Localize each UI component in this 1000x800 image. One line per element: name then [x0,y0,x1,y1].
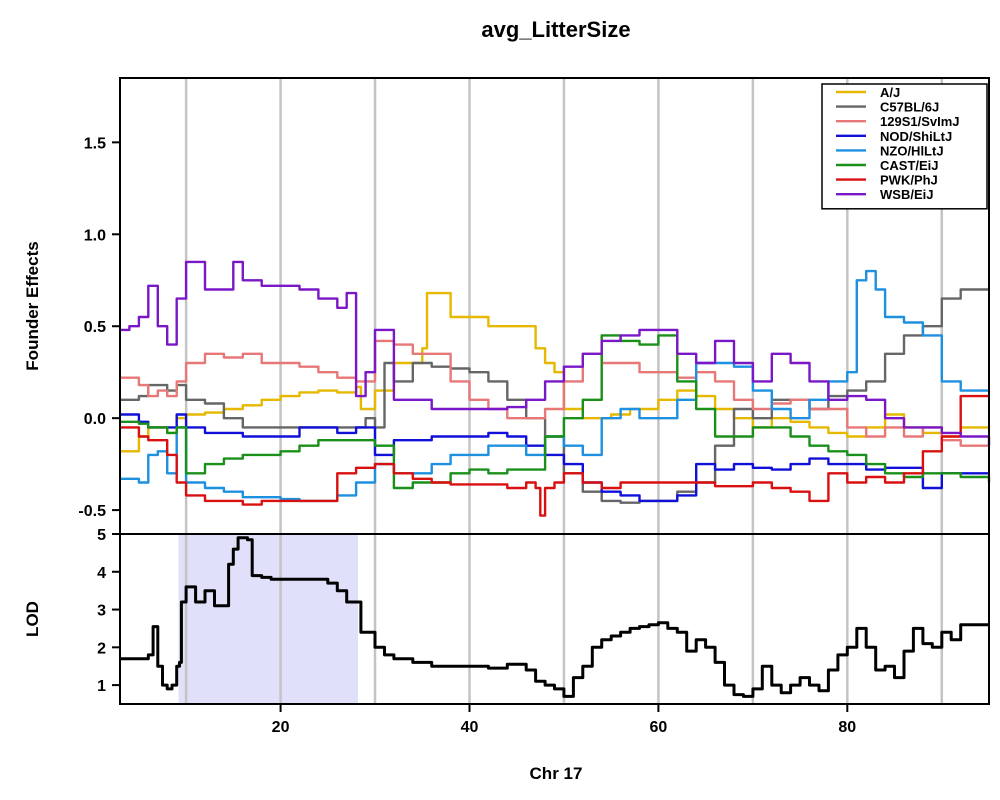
legend: A/JC57BL/6J129S1/SvImJNOD/ShiLtJNZO/HlLt… [821,83,988,210]
legend-label: NOD/ShiLtJ [880,129,952,144]
x-tick-label: 20 [272,719,290,736]
lod-y-tick-label: 4 [97,565,106,582]
lod-panel: 1 2 3 4 5 20 40 60 80 LOD Chr 17 [23,527,990,783]
y-tick-label: 1.0 [84,227,106,244]
series-line-pwk-phj [120,394,989,517]
series-line-cast-eij [120,334,991,490]
lod-series-line [120,536,989,698]
x-tick-label: 80 [838,719,856,736]
lod-y-tick-label: 5 [97,527,106,544]
legend-box [821,83,988,210]
series-line-a-j [120,291,991,453]
series-line-wsb-eij [120,260,991,446]
lod-x-axis: 20 40 60 80 [272,704,856,736]
legend-label: A/J [880,85,900,100]
lod-y-tick-label: 3 [97,603,106,620]
legend-label: PWK/PhJ [880,173,938,188]
lod-y-label: LOD [23,601,42,637]
lod-y-tick-label: 1 [97,678,106,695]
legend-label: WSB/EiJ [880,187,933,202]
x-axis-label: Chr 17 [530,764,583,783]
series-line-129s1-svimj [120,339,989,447]
bottom-grid [184,534,944,704]
legend-label: 129S1/SvImJ [880,114,960,129]
lod-line [120,536,989,698]
lod-frame [119,533,990,705]
lod-support-interval [178,534,359,704]
y-tick-label: -0.5 [78,503,106,520]
lod-y-axis: 1 2 3 4 5 [97,527,120,695]
x-tick-label: 40 [461,719,479,736]
legend-label: CAST/EiJ [880,158,939,173]
y-tick-label: 0.0 [84,411,106,428]
y-tick-label: 0.5 [84,319,106,336]
x-tick-label: 60 [650,719,668,736]
founder-effects-lines [120,260,991,517]
series-line-nzo-hlltj [120,269,989,503]
chart-title: avg_LitterSize [481,17,630,42]
founder-effects-y-label: Founder Effects [23,241,42,370]
legend-label: NZO/HlLtJ [880,143,944,158]
legend-label: C57BL/6J [880,100,939,115]
founder-effects-panel: -0.5 0.0 0.5 1.0 1.5 Founder Effects A/JC57B… [23,77,991,535]
y-tick-label: 1.5 [84,135,106,152]
series-line-nod-shiltj [120,413,989,503]
founder-effects-y-axis: -0.5 0.0 0.5 1.0 1.5 [78,135,120,520]
lod-y-tick-label: 2 [97,640,106,657]
